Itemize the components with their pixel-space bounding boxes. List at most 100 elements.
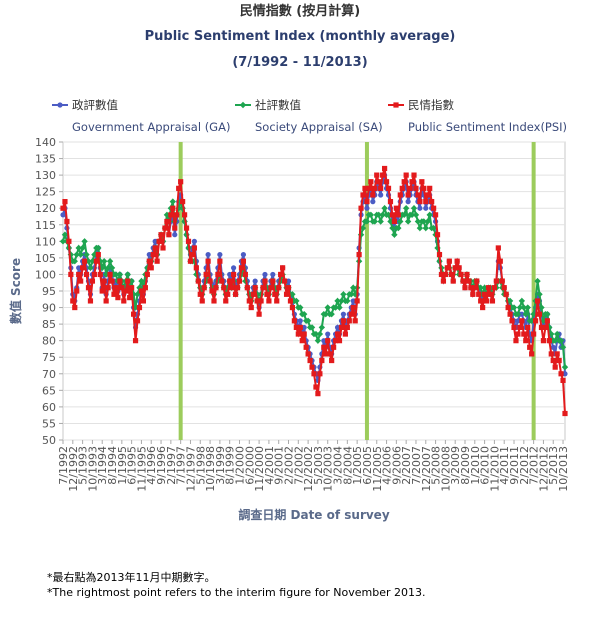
point bbox=[268, 285, 274, 291]
point bbox=[74, 288, 80, 294]
point bbox=[81, 258, 88, 264]
point bbox=[518, 297, 526, 305]
point bbox=[412, 211, 420, 219]
point bbox=[327, 351, 333, 357]
point bbox=[83, 251, 90, 258]
point bbox=[81, 238, 88, 245]
point bbox=[323, 351, 329, 357]
x-tick-label: 6/2000 bbox=[243, 446, 256, 485]
footnote: *The rightmost point refers to the inter… bbox=[47, 586, 426, 599]
point bbox=[154, 258, 160, 264]
point bbox=[413, 185, 419, 191]
point bbox=[152, 238, 158, 244]
point bbox=[209, 288, 215, 294]
point bbox=[289, 304, 296, 311]
point bbox=[321, 338, 327, 344]
point bbox=[551, 337, 559, 344]
point bbox=[318, 324, 326, 331]
point bbox=[515, 318, 521, 324]
point bbox=[270, 278, 276, 284]
point bbox=[542, 324, 548, 331]
x-tick-label: 8/2004 bbox=[341, 446, 354, 485]
point bbox=[408, 211, 416, 219]
point bbox=[426, 211, 433, 219]
x-tick-label: 10/2003 bbox=[322, 446, 335, 492]
point bbox=[176, 185, 182, 191]
x-tick-label: 2/2002 bbox=[283, 446, 296, 485]
point bbox=[329, 357, 335, 364]
point bbox=[112, 271, 120, 278]
point bbox=[540, 338, 547, 344]
point bbox=[350, 298, 356, 304]
point bbox=[301, 324, 307, 331]
series-points bbox=[60, 165, 568, 417]
point bbox=[510, 304, 518, 311]
point bbox=[399, 185, 405, 191]
point bbox=[324, 304, 331, 311]
point bbox=[89, 278, 96, 284]
legend-label: 政評數值 bbox=[72, 98, 118, 112]
x-tick-label: 3/2004 bbox=[332, 446, 345, 485]
point bbox=[178, 179, 184, 185]
point bbox=[476, 291, 482, 297]
y-tick-label: 70 bbox=[42, 368, 56, 381]
point bbox=[85, 285, 92, 291]
point bbox=[79, 244, 86, 252]
point bbox=[103, 298, 109, 304]
point bbox=[158, 232, 164, 238]
point bbox=[338, 324, 345, 331]
x-tick-label: 4/2011 bbox=[498, 446, 511, 485]
point bbox=[561, 363, 569, 371]
point bbox=[270, 271, 276, 278]
x-tick-label: 8/2009 bbox=[459, 446, 472, 485]
point bbox=[156, 238, 162, 244]
x-tick-label: 1/1995 bbox=[116, 446, 129, 485]
point bbox=[100, 258, 108, 265]
point bbox=[417, 205, 423, 211]
point bbox=[516, 304, 524, 311]
point bbox=[423, 199, 429, 205]
point bbox=[287, 298, 294, 304]
point bbox=[446, 258, 452, 264]
point bbox=[464, 271, 470, 278]
point bbox=[407, 185, 413, 191]
point bbox=[529, 351, 535, 357]
point bbox=[462, 285, 468, 291]
point bbox=[493, 278, 499, 284]
point bbox=[130, 311, 137, 317]
point bbox=[236, 278, 243, 284]
point bbox=[352, 318, 358, 324]
point bbox=[57, 102, 63, 108]
point bbox=[348, 291, 355, 298]
point bbox=[280, 265, 286, 271]
point bbox=[62, 199, 68, 205]
y-tick-label: 100 bbox=[35, 268, 56, 281]
point bbox=[520, 304, 528, 311]
point bbox=[370, 192, 376, 198]
point bbox=[452, 265, 458, 271]
point bbox=[501, 285, 507, 291]
point bbox=[331, 344, 337, 350]
point bbox=[360, 192, 366, 198]
point bbox=[193, 265, 199, 271]
point bbox=[170, 205, 176, 211]
point bbox=[238, 265, 245, 271]
point bbox=[83, 271, 90, 278]
point bbox=[278, 271, 284, 278]
point bbox=[348, 311, 354, 317]
point bbox=[477, 284, 484, 291]
y-tick-label: 140 bbox=[35, 136, 56, 149]
point bbox=[91, 271, 97, 278]
x-tick-label: 9/2011 bbox=[508, 446, 521, 485]
x-tick-label: 5/1993 bbox=[77, 446, 90, 485]
point bbox=[242, 271, 248, 278]
point bbox=[106, 258, 114, 265]
x-tick-label: 7/2002 bbox=[292, 446, 305, 485]
x-tick-label: 1/2005 bbox=[351, 446, 364, 485]
point bbox=[557, 337, 565, 344]
point bbox=[560, 377, 566, 383]
point bbox=[246, 298, 252, 304]
point bbox=[375, 211, 382, 219]
x-tick-label: 12/2007 bbox=[420, 446, 433, 492]
point bbox=[402, 205, 410, 212]
